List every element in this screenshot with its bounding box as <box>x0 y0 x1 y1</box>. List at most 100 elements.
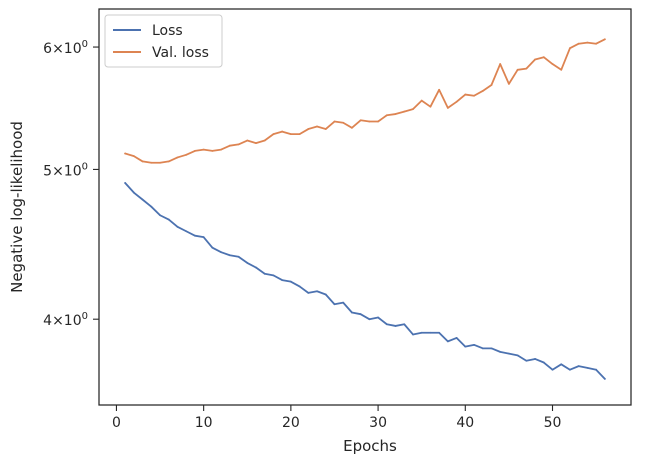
data-point-loss <box>150 205 153 208</box>
legend-val-loss-label: Val. loss <box>152 45 209 61</box>
y-tick-label: 5×100 <box>43 161 88 179</box>
data-point-val-loss <box>586 41 589 44</box>
data-point-val-loss <box>307 128 310 130</box>
data-point-val-loss <box>420 99 423 102</box>
data-point-val-loss <box>150 161 153 164</box>
data-point-loss <box>351 311 353 314</box>
data-point-val-loss <box>342 121 345 124</box>
data-point-loss <box>595 368 598 371</box>
data-point-loss <box>473 343 475 346</box>
data-point-loss <box>499 350 502 353</box>
series-line-loss <box>124 182 606 380</box>
y-axis-label: Negative log-likelihood <box>8 121 26 293</box>
data-point-val-loss <box>603 38 606 41</box>
data-point-val-loss <box>185 153 188 156</box>
data-point-loss <box>420 331 423 334</box>
data-point-loss <box>246 262 249 264</box>
data-point-loss <box>403 323 406 326</box>
data-point-loss <box>481 347 484 350</box>
data-point-loss <box>176 225 179 228</box>
data-point-val-loss <box>263 139 266 142</box>
data-point-loss <box>220 251 223 254</box>
x-tick-label: 40 <box>456 415 474 431</box>
data-point-loss <box>525 359 528 362</box>
y-axis-ticks: 4×100 5×100 6×100 <box>43 39 99 329</box>
data-point-loss <box>333 303 336 306</box>
data-point-loss <box>412 333 414 336</box>
data-point-val-loss <box>359 119 362 122</box>
data-point-val-loss <box>237 143 240 146</box>
data-point-loss <box>464 345 467 348</box>
data-point-val-loss <box>473 94 475 97</box>
y-tick-label: 4×100 <box>43 311 88 329</box>
data-point-val-loss <box>194 149 196 152</box>
data-point-val-loss <box>255 142 257 145</box>
data-point-val-loss <box>481 90 484 92</box>
data-point-loss <box>167 218 170 221</box>
data-point-loss <box>202 236 205 239</box>
data-point-val-loss <box>272 133 275 136</box>
x-tick-label: 50 <box>544 415 562 431</box>
data-point-loss <box>185 230 188 233</box>
data-point-loss <box>289 280 292 283</box>
data-point-val-loss <box>377 120 379 123</box>
data-point-loss <box>385 323 388 326</box>
data-point-val-loss <box>159 161 161 164</box>
data-point-loss <box>516 354 519 357</box>
data-point-loss <box>560 363 563 366</box>
data-point-loss <box>359 313 362 316</box>
data-point-val-loss <box>202 148 205 151</box>
x-tick-label: 10 <box>195 415 213 431</box>
data-point-loss <box>237 255 240 258</box>
data-point-loss <box>255 266 257 269</box>
data-point-val-loss <box>368 120 371 123</box>
x-axis-ticks: 0 10 20 30 40 50 <box>112 405 561 431</box>
y-tick-label: 6×100 <box>43 39 88 57</box>
data-point-val-loss <box>246 139 249 142</box>
data-point-val-loss <box>412 108 414 111</box>
data-point-loss <box>429 331 432 334</box>
data-point-loss <box>263 272 266 275</box>
series-line-val-loss <box>124 38 606 164</box>
data-point-val-loss <box>394 113 397 115</box>
data-point-val-loss <box>446 107 449 109</box>
data-point-val-loss <box>438 88 441 91</box>
data-point-val-loss <box>211 149 214 152</box>
data-point-loss <box>159 214 161 217</box>
data-point-loss <box>394 325 397 327</box>
data-point-val-loss <box>281 130 284 133</box>
series-layer <box>124 38 606 380</box>
data-point-val-loss <box>176 156 179 159</box>
data-point-loss <box>377 316 379 319</box>
data-point-val-loss <box>542 56 545 59</box>
data-point-val-loss <box>569 47 571 50</box>
data-point-val-loss <box>167 160 170 163</box>
data-point-val-loss <box>508 82 510 85</box>
data-point-val-loss <box>429 105 432 108</box>
data-point-val-loss <box>551 63 554 65</box>
x-tick-label: 30 <box>369 415 387 431</box>
data-point-loss <box>194 234 196 237</box>
data-point-val-loss <box>124 152 127 155</box>
data-point-loss <box>508 352 510 355</box>
data-point-val-loss <box>132 155 135 158</box>
data-point-loss <box>342 301 345 304</box>
data-point-loss <box>368 318 371 321</box>
data-point-loss <box>298 285 301 288</box>
data-point-loss <box>307 291 310 294</box>
data-point-val-loss <box>316 125 318 128</box>
data-point-val-loss <box>560 68 563 71</box>
data-point-val-loss <box>351 126 353 129</box>
data-point-loss <box>490 347 493 350</box>
data-point-val-loss <box>464 93 467 96</box>
data-point-val-loss <box>499 63 502 65</box>
data-point-val-loss <box>455 100 458 103</box>
data-point-loss <box>551 368 554 371</box>
data-point-loss <box>132 191 135 194</box>
data-point-loss <box>446 340 449 343</box>
data-point-val-loss <box>220 148 223 151</box>
data-point-val-loss <box>490 84 493 86</box>
data-point-loss <box>228 254 231 257</box>
data-point-loss <box>534 358 536 360</box>
